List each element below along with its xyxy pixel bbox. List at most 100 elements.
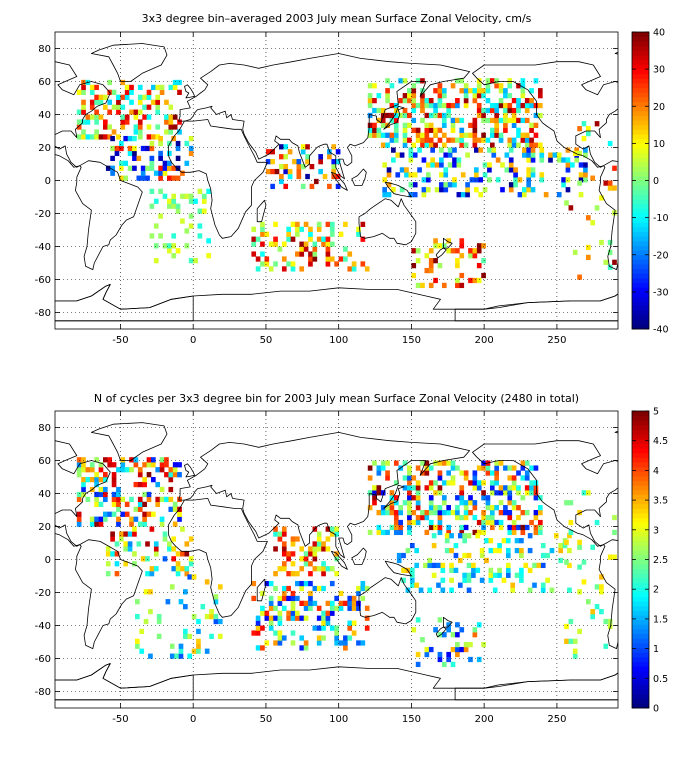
- data-bin: [414, 562, 419, 569]
- data-bin: [158, 135, 163, 142]
- data-bin: [180, 526, 185, 532]
- data-bin: [389, 112, 395, 119]
- data-bin: [511, 519, 517, 526]
- data-bin: [380, 529, 386, 536]
- y-tick-label: -20: [35, 209, 51, 220]
- data-bin: [478, 147, 483, 153]
- data-bin: [487, 177, 492, 183]
- colorbar-tick-label: 4.5: [653, 436, 668, 447]
- data-bin: [148, 653, 153, 659]
- data-bin: [164, 462, 169, 468]
- data-bin: [120, 467, 126, 473]
- data-bin: [159, 89, 165, 95]
- data-bin: [146, 104, 152, 110]
- data-bin: [482, 162, 488, 168]
- data-bin: [489, 490, 495, 496]
- panel-2: -50 0 50 100 150 200 250-80-60-40-20020406080N…: [35, 392, 668, 725]
- data-bin: [98, 486, 104, 493]
- coastline: [454, 293, 618, 322]
- colorbar-segment: [632, 152, 649, 158]
- data-bin: [476, 263, 482, 269]
- data-bin: [322, 173, 328, 180]
- data-bin: [556, 152, 562, 158]
- data-bin: [85, 467, 91, 473]
- data-bin: [110, 135, 115, 142]
- data-bin: [110, 551, 115, 557]
- data-bin: [329, 256, 335, 262]
- data-bin: [479, 547, 485, 554]
- data-bin: [123, 531, 129, 537]
- data-bin: [132, 135, 137, 142]
- y-tick-label: 20: [38, 143, 51, 154]
- data-bin: [478, 192, 483, 198]
- data-bin: [585, 131, 591, 137]
- data-bin: [437, 102, 443, 109]
- data-bin: [568, 638, 574, 644]
- data-bin: [473, 187, 479, 193]
- data-bin: [433, 490, 438, 496]
- data-bin: [81, 79, 86, 86]
- data-bin: [180, 218, 185, 224]
- data-bin: [103, 124, 108, 130]
- data-bin: [180, 170, 185, 176]
- data-bin: [516, 490, 521, 496]
- data-bin: [360, 221, 366, 227]
- data-bin: [424, 510, 430, 516]
- data-bin: [279, 144, 284, 150]
- data-bin: [574, 147, 580, 153]
- coastline: [256, 199, 267, 223]
- data-bin: [393, 495, 399, 501]
- data-bin: [264, 615, 270, 621]
- data-bin: [76, 109, 82, 115]
- data-bin: [169, 643, 175, 649]
- data-bin: [268, 600, 274, 606]
- data-bin: [585, 215, 591, 221]
- colorbar-segment: [632, 503, 649, 509]
- colorbar-segment: [632, 203, 649, 209]
- data-bin: [540, 582, 546, 588]
- data-bin: [343, 640, 348, 646]
- data-bin: [581, 121, 587, 127]
- data-bin: [286, 615, 291, 621]
- data-bin: [428, 122, 434, 128]
- data-bin: [76, 472, 82, 478]
- data-bin: [581, 135, 587, 142]
- data-bin: [462, 538, 467, 544]
- data-bin: [184, 541, 190, 547]
- data-bin: [142, 477, 147, 483]
- data-bin: [132, 526, 137, 532]
- data-bin: [462, 577, 467, 583]
- data-bin: [578, 177, 584, 183]
- data-bin: [265, 168, 271, 175]
- data-bin: [290, 541, 296, 547]
- colorbar-segment: [632, 301, 649, 307]
- data-bin: [520, 460, 526, 466]
- colorbar-tick-label: 3.5: [653, 496, 668, 507]
- data-bin: [463, 524, 469, 531]
- y-tick-label: 40: [38, 110, 51, 121]
- data-bin: [489, 485, 495, 491]
- data-bin: [85, 134, 91, 140]
- data-bin: [146, 462, 152, 468]
- data-bin: [94, 129, 99, 135]
- data-bin: [103, 104, 108, 110]
- data-bin: [455, 282, 460, 289]
- data-bin: [511, 505, 517, 511]
- colorbar-segment: [632, 78, 649, 84]
- data-bin: [498, 485, 504, 491]
- colorbar-segment: [632, 457, 649, 463]
- data-bin: [415, 490, 421, 496]
- data-bin: [277, 536, 283, 542]
- data-bin: [487, 162, 492, 168]
- data-bin: [329, 625, 335, 631]
- colorbar-segment: [632, 652, 649, 658]
- data-bin: [347, 266, 353, 272]
- data-bin: [171, 243, 177, 249]
- data-bin: [329, 600, 335, 606]
- data-bin: [497, 543, 502, 549]
- data-bin: [300, 144, 306, 150]
- data-bin: [481, 93, 486, 99]
- data-bin: [94, 472, 99, 478]
- data-bin: [565, 177, 571, 183]
- data-bin: [145, 556, 150, 562]
